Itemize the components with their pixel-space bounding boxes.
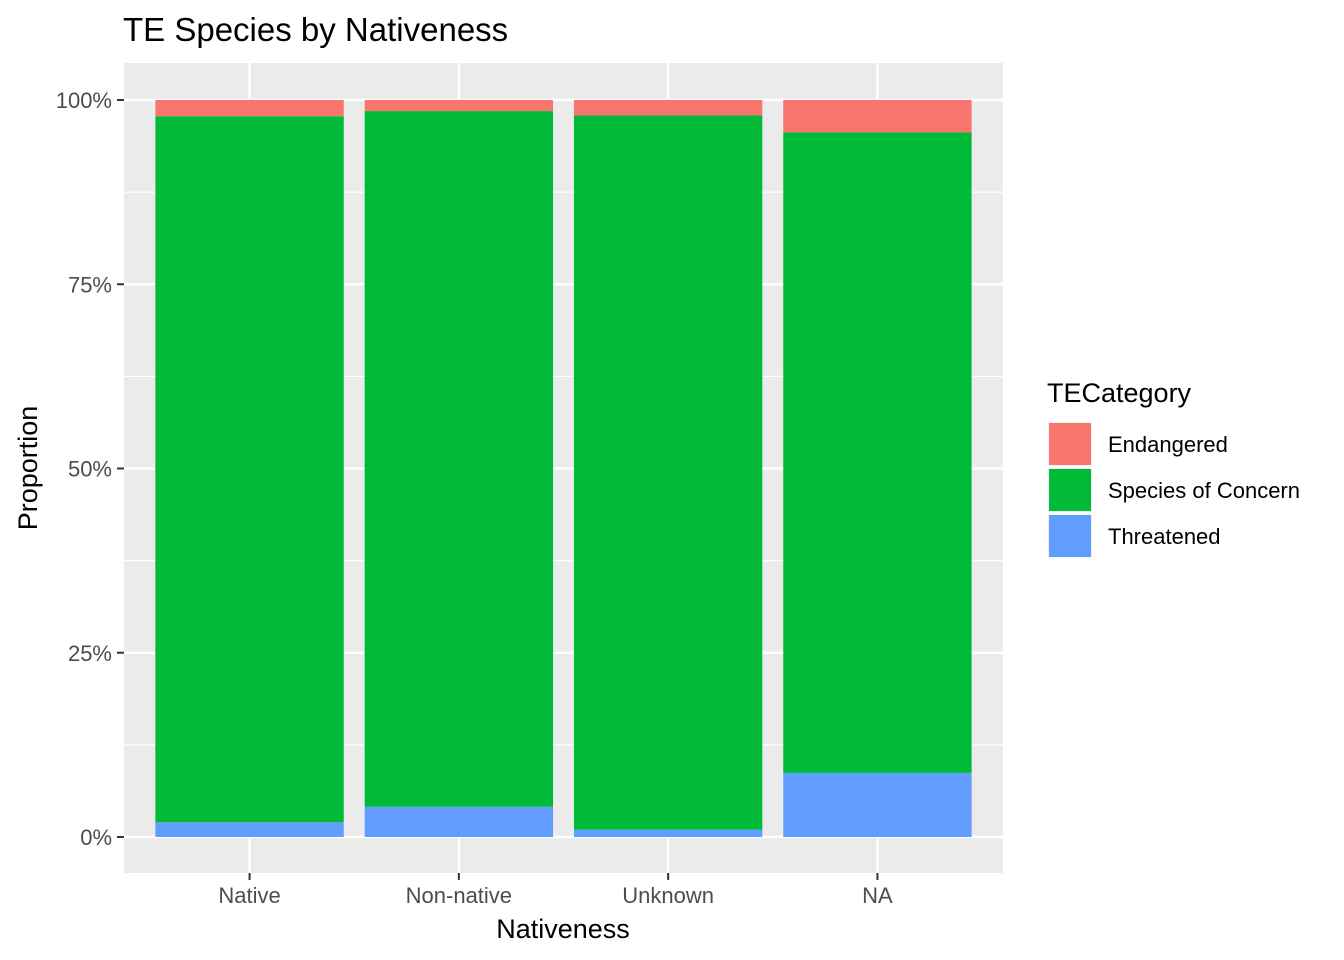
bar-threatened-non-native — [364, 806, 554, 837]
y-tick-label: 50% — [68, 457, 112, 482]
y-axis: 0% 25% 50% 75% 100% — [56, 88, 124, 850]
bars — [155, 100, 972, 837]
x-tick-label: Non-native — [406, 883, 512, 908]
y-axis-title: Proportion — [13, 406, 43, 531]
legend-label: Endangered — [1108, 432, 1228, 457]
x-axis: Native Non-native Unknown NA — [218, 873, 893, 908]
bar-threatened-unknown — [573, 829, 763, 837]
y-tick-label: 0% — [80, 825, 112, 850]
bar-threatened-native — [155, 822, 344, 837]
x-axis-title: Nativeness — [496, 914, 630, 944]
y-tick-label: 100% — [56, 88, 112, 113]
legend-label: Species of Concern — [1108, 478, 1300, 503]
x-tick-label: Native — [218, 883, 280, 908]
x-tick-label: Unknown — [622, 883, 714, 908]
y-tick-label: 25% — [68, 641, 112, 666]
bar-endangered-non-native — [364, 100, 554, 112]
legend: TECategory Endangered Species of Concern T… — [1047, 378, 1300, 558]
chart-title: TE Species by Nativeness — [123, 11, 508, 48]
bar-species-of-concern-unknown — [573, 115, 763, 830]
bar-endangered-native — [155, 100, 344, 117]
y-tick-label: 75% — [68, 272, 112, 297]
bar-species-of-concern-native — [155, 116, 344, 823]
bar-species-of-concern-na — [783, 132, 972, 773]
bar-threatened-na — [783, 772, 972, 837]
bar-endangered-na — [783, 100, 972, 133]
legend-swatch-endangered — [1049, 423, 1091, 465]
legend-title: TECategory — [1047, 378, 1192, 408]
bar-endangered-unknown — [573, 100, 763, 116]
x-tick-label: NA — [862, 883, 893, 908]
bar-species-of-concern-non-native — [364, 111, 554, 807]
legend-swatch-species-of-concern — [1049, 469, 1091, 511]
legend-label: Threatened — [1108, 524, 1221, 549]
legend-swatch-threatened — [1049, 515, 1091, 557]
